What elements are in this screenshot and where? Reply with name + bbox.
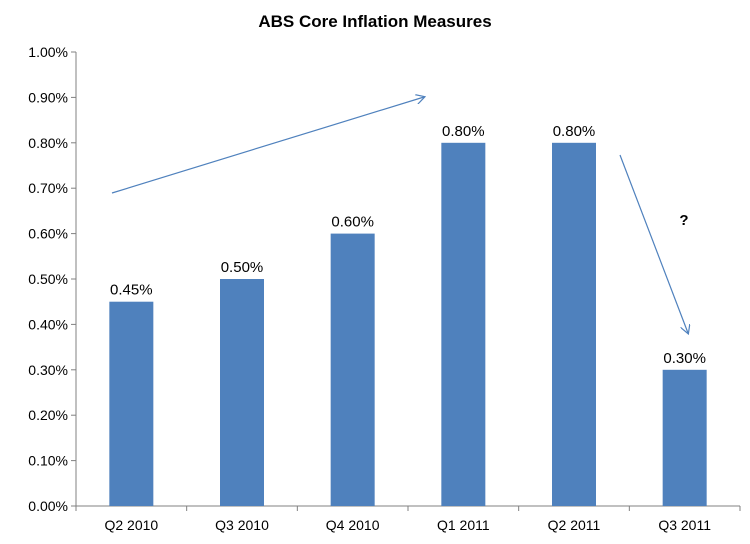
- data-label: 0.30%: [663, 350, 706, 367]
- bar: [109, 301, 154, 506]
- x-tick-label: Q2 2010: [104, 517, 158, 533]
- y-tick-label: 0.40%: [28, 316, 68, 332]
- y-tick-label: 0.30%: [28, 362, 68, 378]
- data-label: 0.80%: [553, 123, 596, 140]
- bar: [220, 279, 264, 506]
- y-tick-label: 0.20%: [28, 407, 68, 423]
- x-tick-label: Q3 2011: [658, 517, 711, 533]
- y-tick-label: 1.00%: [28, 44, 68, 60]
- bar: [330, 233, 375, 506]
- bar: [441, 142, 486, 507]
- data-label: 0.60%: [331, 214, 374, 231]
- x-tick-label: Q1 2011: [437, 517, 490, 533]
- y-tick-label: 0.00%: [28, 498, 68, 514]
- falling-trend-arrow: [619, 154, 688, 333]
- data-label: 0.50%: [221, 259, 264, 276]
- trend-arrows: [111, 97, 688, 333]
- data-label: 0.80%: [442, 123, 485, 140]
- bar: [662, 369, 707, 506]
- y-tick-label: 0.90%: [28, 89, 68, 105]
- y-tick-label: 0.50%: [28, 271, 68, 287]
- y-tick-label: 0.70%: [28, 180, 68, 196]
- y-tick-label: 0.10%: [28, 453, 68, 469]
- rising-trend-arrow: [111, 97, 424, 194]
- x-tick-label: Q2 2011: [548, 517, 601, 533]
- y-tick-label: 0.80%: [28, 135, 68, 151]
- question-mark-annotation: ?: [679, 212, 688, 229]
- data-label: 0.45%: [110, 282, 153, 299]
- chart-title: ABS Core Inflation Measures: [258, 12, 491, 31]
- plot-area: 0.00% 0.10% 0.20% 0.30% 0.40% 0.50% 0.60% 0.70%…: [28, 44, 741, 533]
- x-tick-label: Q3 2010: [215, 517, 269, 533]
- x-tick-label: Q4 2010: [326, 517, 380, 533]
- bar: [552, 142, 596, 507]
- y-tick-label: 0.60%: [28, 226, 68, 242]
